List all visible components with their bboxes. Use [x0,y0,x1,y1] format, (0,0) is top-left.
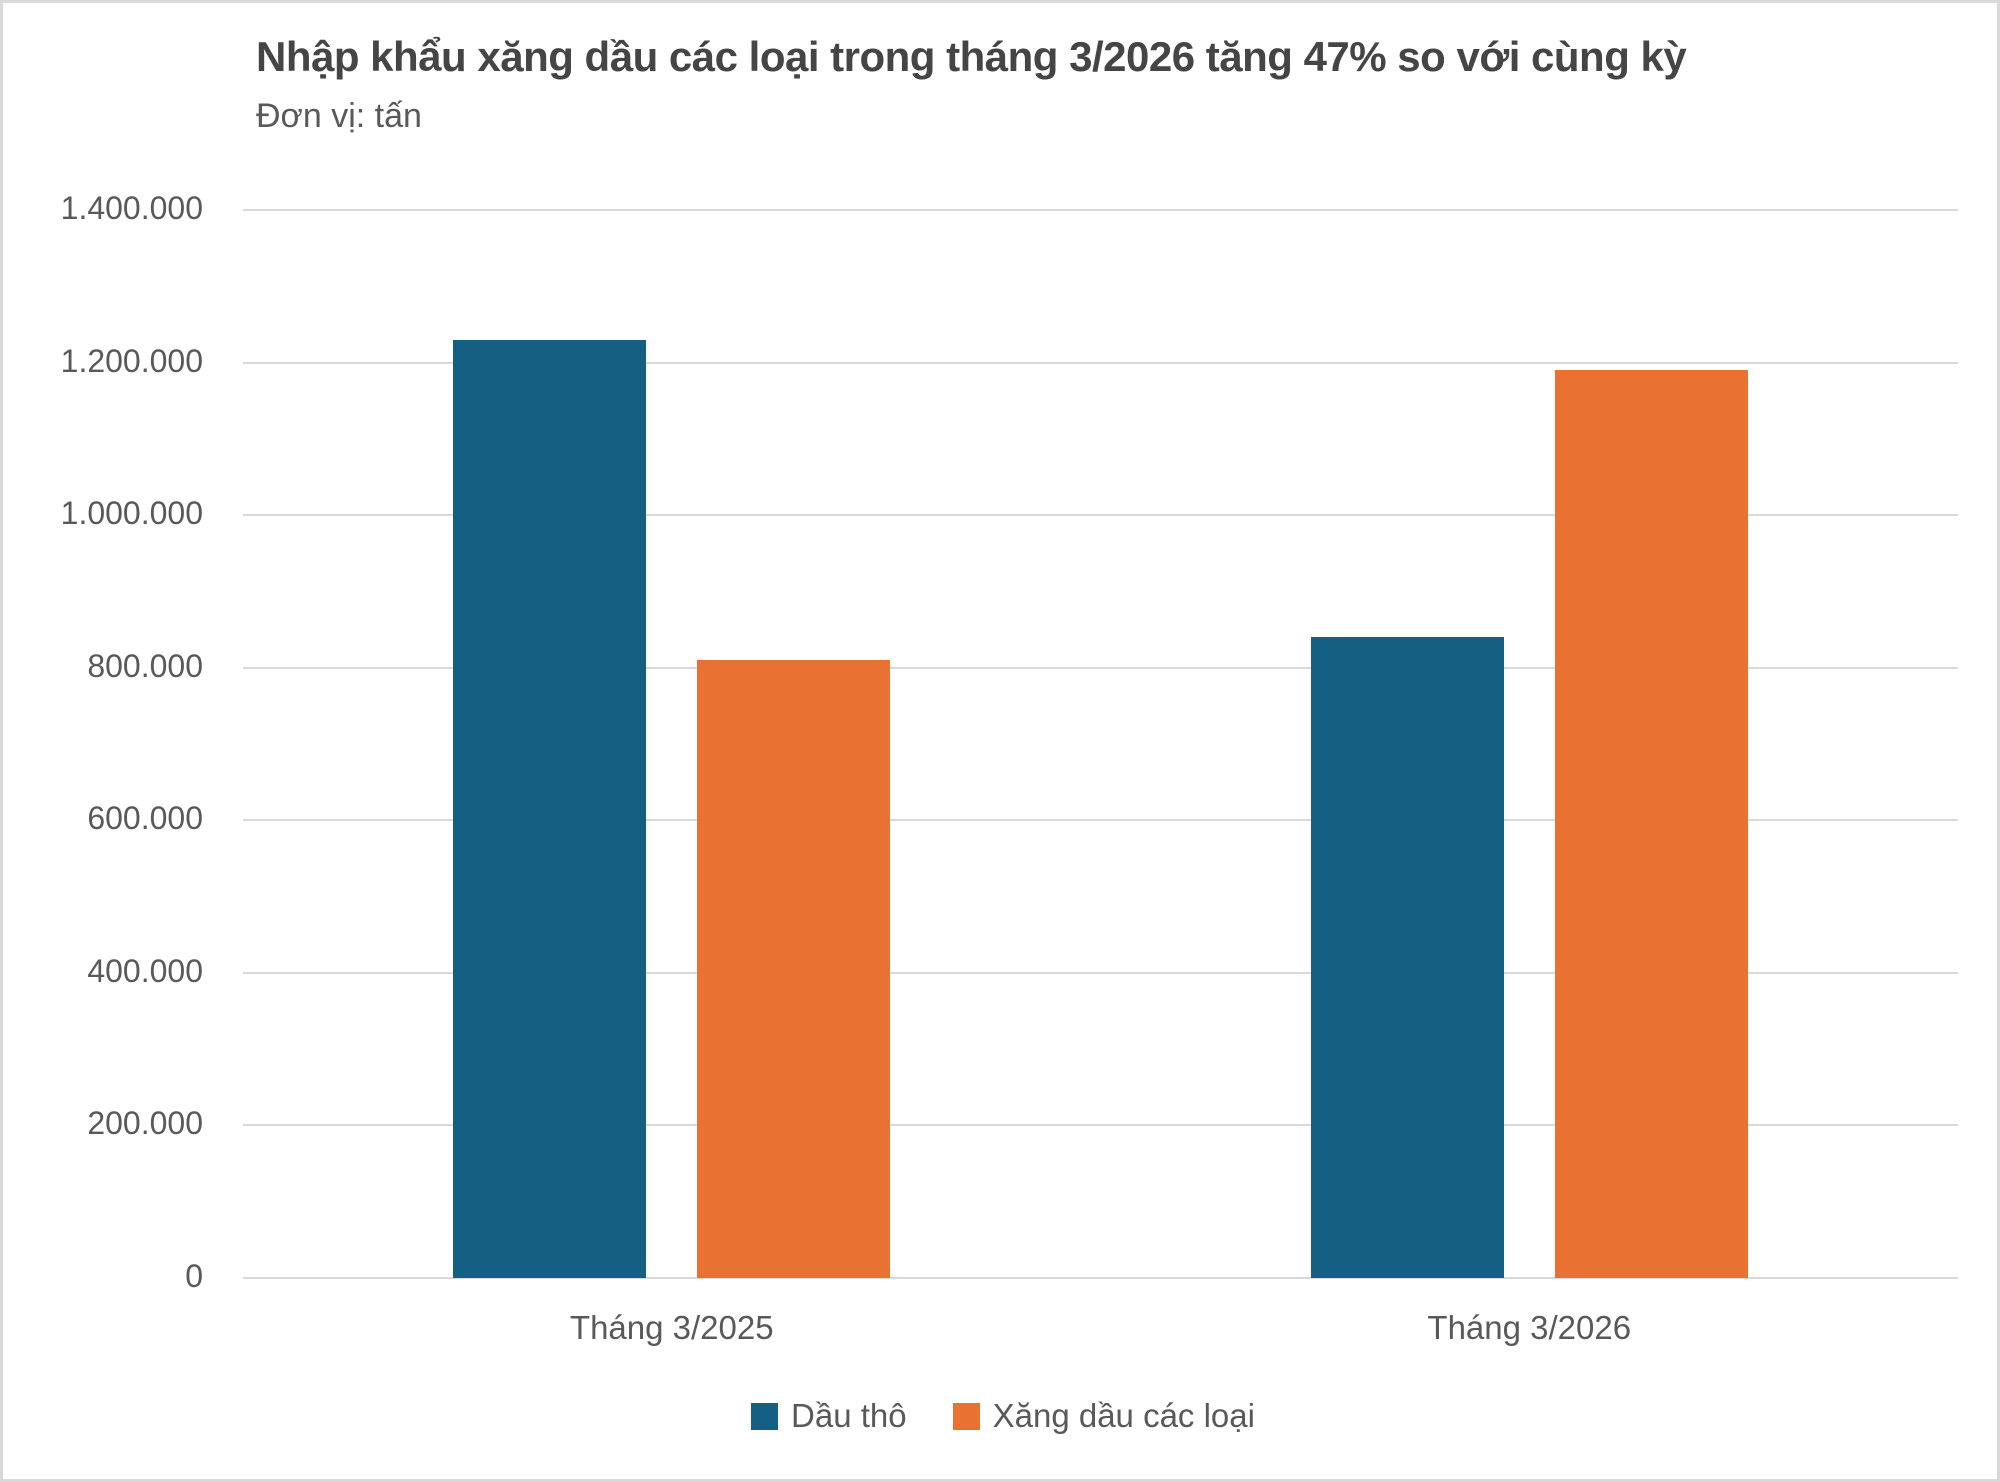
legend-item-1: Xăng dầu các loại [952,1397,1255,1435]
y-axis-tick-label: 600.000 [87,800,203,837]
y-axis-tick-label: 800.000 [87,647,203,684]
gridline [243,1124,1958,1127]
x-axis-label: Tháng 3/2025 [569,1309,774,1346]
y-axis-tick-label: 1.200.000 [60,342,203,379]
legend-label: Xăng dầu các loại [992,1397,1255,1434]
y-axis-tick-label: 400.000 [87,952,203,989]
y-axis-tick-label: 1.000.000 [60,495,203,532]
x-axis-label: Tháng 3/2026 [1427,1309,1632,1346]
bar-series-1-category-0 [697,660,890,1278]
gridline [243,666,1958,669]
gridline [243,514,1958,517]
legend-label: Dầu thô [791,1397,907,1434]
bar-series-0-category-0 [453,340,646,1278]
y-axis-tick-label: 1.400.000 [60,190,203,226]
gridline [243,819,1958,822]
bar-series-1-category-1 [1555,370,1748,1278]
legend-swatch-icon [952,1402,980,1430]
legend-swatch-icon [751,1402,779,1430]
plot-area [243,209,1958,1279]
y-axis-tick-label: 200.000 [87,1105,203,1142]
gridline [243,1277,1958,1279]
legend-item-0: Dầu thô [751,1397,907,1435]
y-axis-tick-label: 0 [185,1258,203,1294]
gridline [243,209,1958,211]
gridline [243,971,1958,974]
bar-series-0-category-1 [1311,637,1504,1278]
chart-subtitle: Đơn vị: tấn [256,97,422,135]
legend: Dầu thô Xăng dầu các loại [3,1397,1997,1435]
gridline [243,361,1958,364]
chart-title: Nhập khẩu xăng dầu các loại trong tháng … [256,33,1687,80]
